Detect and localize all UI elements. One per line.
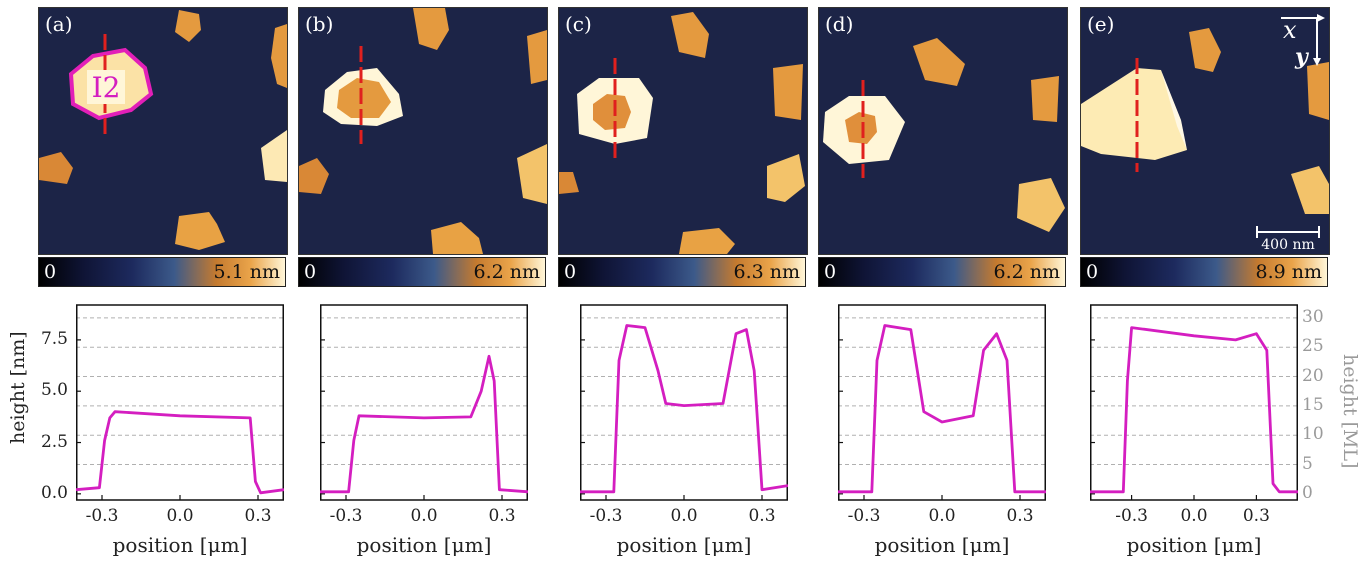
panel-letter: (e) [1087, 12, 1115, 36]
x-tick-label: 0.0 [410, 506, 438, 526]
x-tick-label: 0.0 [1180, 506, 1208, 526]
colorbar-min: 0 [564, 261, 577, 283]
afm-topography-c [559, 8, 807, 254]
x-tick-label: 0.3 [244, 506, 272, 526]
x-tick-label: -0.3 [1115, 506, 1148, 526]
profile-line [1090, 326, 1298, 494]
colorbar-e: 0 8.9 nm [1080, 257, 1328, 287]
y-tick-label: 7.5 [40, 328, 68, 349]
afm-image-b: (b) [298, 7, 548, 255]
afm-topography-d [819, 8, 1067, 254]
colorbar-c: 0 6.3 nm [558, 257, 806, 287]
profile-plot-e [1090, 304, 1298, 501]
colorbar-min: 0 [304, 261, 317, 283]
profile-line [76, 410, 284, 495]
afm-image-a: I2 (a) [38, 7, 288, 255]
x-tick-label: 0.0 [670, 506, 698, 526]
y-tick-label-right: 10 [1302, 424, 1324, 445]
profile-line [580, 324, 788, 494]
y-axis-label: y [1294, 44, 1310, 70]
y-tick-label: 5.0 [40, 380, 68, 401]
x-tick-label: 0.0 [928, 506, 956, 526]
panel-letter: (b) [305, 12, 334, 36]
y-tick-label-right: 0 [1302, 482, 1313, 503]
plot-frame [1090, 304, 1298, 501]
colorbar-min: 0 [44, 261, 57, 283]
x-tick-label: 0.3 [748, 506, 776, 526]
colorbar-max: 6.3 nm [733, 261, 800, 283]
y-tick-label: 0.0 [40, 482, 68, 503]
colorbar-a: 0 5.1 nm [38, 257, 286, 287]
panel-letter: (a) [45, 12, 73, 36]
profile-line [838, 324, 1046, 494]
colorbar-min: 0 [824, 261, 837, 283]
x-axis-label: x [1283, 16, 1297, 44]
colorbar-max: 8.9 nm [1255, 261, 1322, 283]
panel-letter: (d) [825, 12, 854, 36]
scalebar-label: 400 nm [1261, 237, 1314, 253]
profile-plot-b [320, 304, 528, 501]
colorbar-max: 6.2 nm [993, 261, 1060, 283]
afm-topography-e: 400 nm x y [1081, 8, 1329, 254]
panel-letter: (c) [565, 12, 592, 36]
colorbar-min: 0 [1086, 261, 1099, 283]
afm-image-c: (c) [558, 7, 808, 255]
x-tick-label: -0.3 [329, 506, 363, 526]
x-tick-label: 0.3 [1242, 506, 1270, 526]
x-tick-label: -0.3 [847, 506, 881, 526]
x-axis-title-a: position [μm] [112, 533, 248, 557]
x-tick-label: -0.3 [85, 506, 119, 526]
afm-topography-b [299, 8, 547, 254]
y-tick-label-right: 15 [1302, 394, 1324, 415]
x-axis-title-b: position [μm] [356, 533, 492, 557]
profile-line [320, 354, 528, 494]
x-tick-label: 0.3 [488, 506, 516, 526]
afm-image-e: 400 nm x y (e) [1080, 7, 1330, 255]
x-tick-label: 0.3 [1006, 506, 1034, 526]
colorbar-max: 6.2 nm [473, 261, 540, 283]
colorbar-d: 0 6.2 nm [818, 257, 1066, 287]
y-tick-label-right: 25 [1302, 336, 1324, 357]
colorbar-max: 5.1 nm [213, 261, 280, 283]
x-tick-label: -0.3 [589, 506, 623, 526]
island-label: I2 [92, 71, 121, 104]
afm-topography-a: I2 [39, 8, 287, 254]
profile-plot-c [580, 304, 788, 501]
y-tick-label-right: 5 [1302, 453, 1313, 474]
x-axis-title-e: position [μm] [1126, 533, 1262, 557]
profile-plot-d [838, 304, 1046, 501]
y-tick-label-right: 20 [1302, 365, 1324, 386]
y-tick-label-right: 30 [1302, 306, 1324, 327]
x-axis-title-d: position [μm] [874, 533, 1010, 557]
x-tick-label: 0.0 [166, 506, 194, 526]
plot-frame [76, 304, 284, 501]
y-tick-label: 2.5 [40, 431, 68, 452]
colorbar-b: 0 6.2 nm [298, 257, 546, 287]
afm-image-d: (d) [818, 7, 1068, 255]
x-axis-title-c: position [μm] [616, 533, 752, 557]
profile-plot-a [76, 304, 284, 501]
